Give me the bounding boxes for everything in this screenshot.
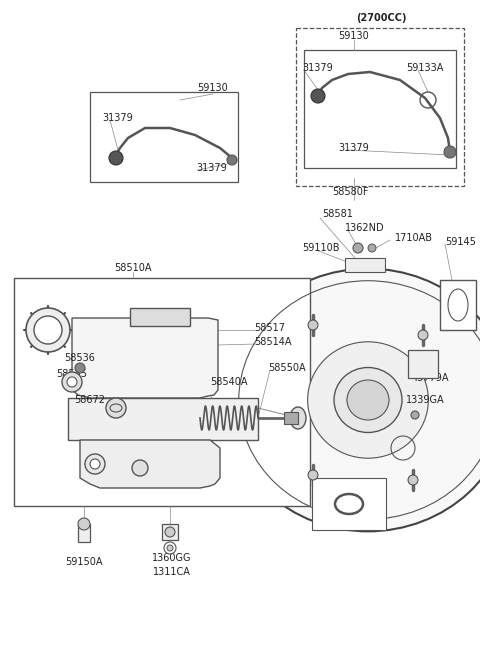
Circle shape [85,454,105,474]
Circle shape [106,398,126,418]
Circle shape [311,89,325,103]
Circle shape [167,545,173,551]
Text: 59130: 59130 [338,31,370,41]
Text: 59145: 59145 [445,237,476,247]
Bar [90,92,238,182]
Bar [68,398,258,440]
Ellipse shape [334,367,402,432]
Bar [14,278,310,506]
Text: 1339GA: 1339GA [406,395,444,405]
Circle shape [408,475,418,485]
Text: 58580F: 58580F [332,187,368,197]
Circle shape [227,155,237,165]
Text: 58517: 58517 [254,323,285,333]
Bar [408,350,438,378]
Text: 1311CA: 1311CA [153,567,191,577]
Text: 43779A: 43779A [412,373,449,383]
Text: 31379: 31379 [338,143,369,153]
Circle shape [411,411,419,419]
Bar [312,478,386,530]
Circle shape [34,316,62,344]
Polygon shape [72,318,218,398]
Circle shape [78,518,90,530]
Text: 31379: 31379 [196,163,227,173]
Text: 58540A: 58540A [210,377,248,387]
Circle shape [90,459,100,469]
Text: 59150A: 59150A [65,557,103,567]
Bar [78,524,90,542]
Text: 31379: 31379 [302,63,333,73]
Text: 59130: 59130 [198,83,228,93]
Circle shape [109,151,123,165]
Text: 59133A: 59133A [406,63,444,73]
Circle shape [26,308,70,352]
Bar [130,308,190,326]
Circle shape [353,243,363,253]
Circle shape [368,244,376,252]
Text: 58594: 58594 [334,481,364,491]
Bar [162,524,178,540]
Text: 58514A: 58514A [254,337,291,347]
Text: 59110B: 59110B [302,243,339,253]
Bar [284,412,298,424]
Circle shape [444,146,456,158]
Ellipse shape [290,407,306,429]
Text: 58594: 58594 [334,485,364,495]
Circle shape [67,377,77,387]
Polygon shape [80,440,220,488]
Circle shape [418,330,428,340]
Bar [440,280,476,330]
Bar [296,28,464,186]
Text: 58510A: 58510A [114,263,152,273]
Text: 1362ND: 1362ND [345,223,384,233]
Bar [345,258,385,272]
Text: 31379: 31379 [102,113,133,123]
Ellipse shape [347,380,389,420]
Circle shape [308,470,318,480]
Circle shape [75,363,85,373]
Text: (2700CC): (2700CC) [356,13,407,23]
Text: 1360GG: 1360GG [152,553,192,563]
Text: 1710AB: 1710AB [395,233,433,243]
Ellipse shape [308,342,428,459]
Text: 58536: 58536 [64,353,95,363]
Text: 58550A: 58550A [268,363,306,373]
Circle shape [132,460,148,476]
Circle shape [308,320,318,330]
Circle shape [165,527,175,537]
Bar [304,50,456,168]
Circle shape [62,372,82,392]
Text: 58672: 58672 [74,395,105,405]
Text: 58581: 58581 [322,209,353,219]
Text: 58535: 58535 [56,369,87,379]
Ellipse shape [226,269,480,531]
